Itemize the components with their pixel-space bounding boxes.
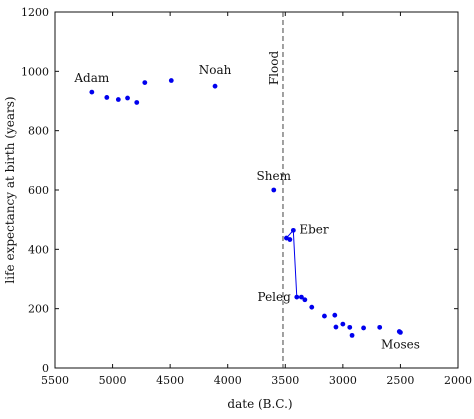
y-tick-label: 800 [28, 125, 49, 138]
data-point [322, 313, 327, 319]
x-tick-label: 3000 [329, 374, 357, 387]
data-point [287, 237, 293, 242]
x-tick-label: 3500 [271, 374, 299, 387]
y-tick-label: 0 [42, 362, 49, 375]
data-point [377, 324, 383, 330]
data-point [125, 95, 130, 101]
data-point [302, 297, 308, 303]
data-point [290, 227, 296, 233]
data-point [115, 97, 121, 102]
x-tick-label: 4000 [214, 374, 242, 387]
data-point [271, 187, 277, 193]
data-point [347, 324, 353, 330]
y-tick-label: 400 [28, 243, 49, 256]
x-tick-label: 2000 [444, 374, 472, 387]
data-point [361, 325, 366, 331]
data-point [134, 100, 140, 105]
x-tick-label: 2500 [386, 374, 414, 387]
x-tick-label: 4500 [156, 374, 184, 387]
data-point [299, 294, 304, 300]
annotation-adam: Adam [73, 71, 110, 85]
annotation-noah: Noah [199, 63, 232, 77]
annotation-peleg: Peleg [258, 290, 292, 304]
y-tick-label: 1000 [21, 65, 49, 78]
data-point [142, 80, 148, 86]
x-tick-label: 5000 [99, 374, 127, 387]
data-point [89, 89, 95, 95]
data-point [309, 304, 315, 310]
data-point [294, 294, 300, 300]
data-point [398, 330, 403, 335]
annotation-eber: Eber [299, 222, 329, 236]
data-point [332, 312, 338, 318]
data-point [340, 321, 346, 327]
annotation-shem: Shem [257, 169, 292, 183]
data-point [104, 95, 110, 100]
annotation-layer: Adam Noah Shem Eber Peleg Moses [73, 63, 419, 351]
y-tick-label: 200 [28, 303, 49, 316]
data-point [349, 332, 355, 338]
series-layer [89, 78, 403, 338]
y-tick-label: 600 [28, 184, 49, 197]
y-tick-label: 1200 [21, 6, 49, 19]
data-point [168, 78, 174, 83]
x-axis-label: date (B.C.) [227, 397, 292, 411]
reference-layer: Flood [267, 12, 284, 368]
ticks-layer: 5500 5000 4500 4000 3500 3000 2500 2000 0 200 400 6… [21, 6, 472, 387]
data-point [333, 324, 339, 330]
annotation-moses: Moses [381, 337, 420, 351]
flood-label: Flood [267, 51, 281, 86]
x-tick-label: 5500 [41, 374, 69, 387]
data-point [212, 83, 218, 89]
y-axis-label: life expectancy at birth (years) [3, 96, 17, 283]
